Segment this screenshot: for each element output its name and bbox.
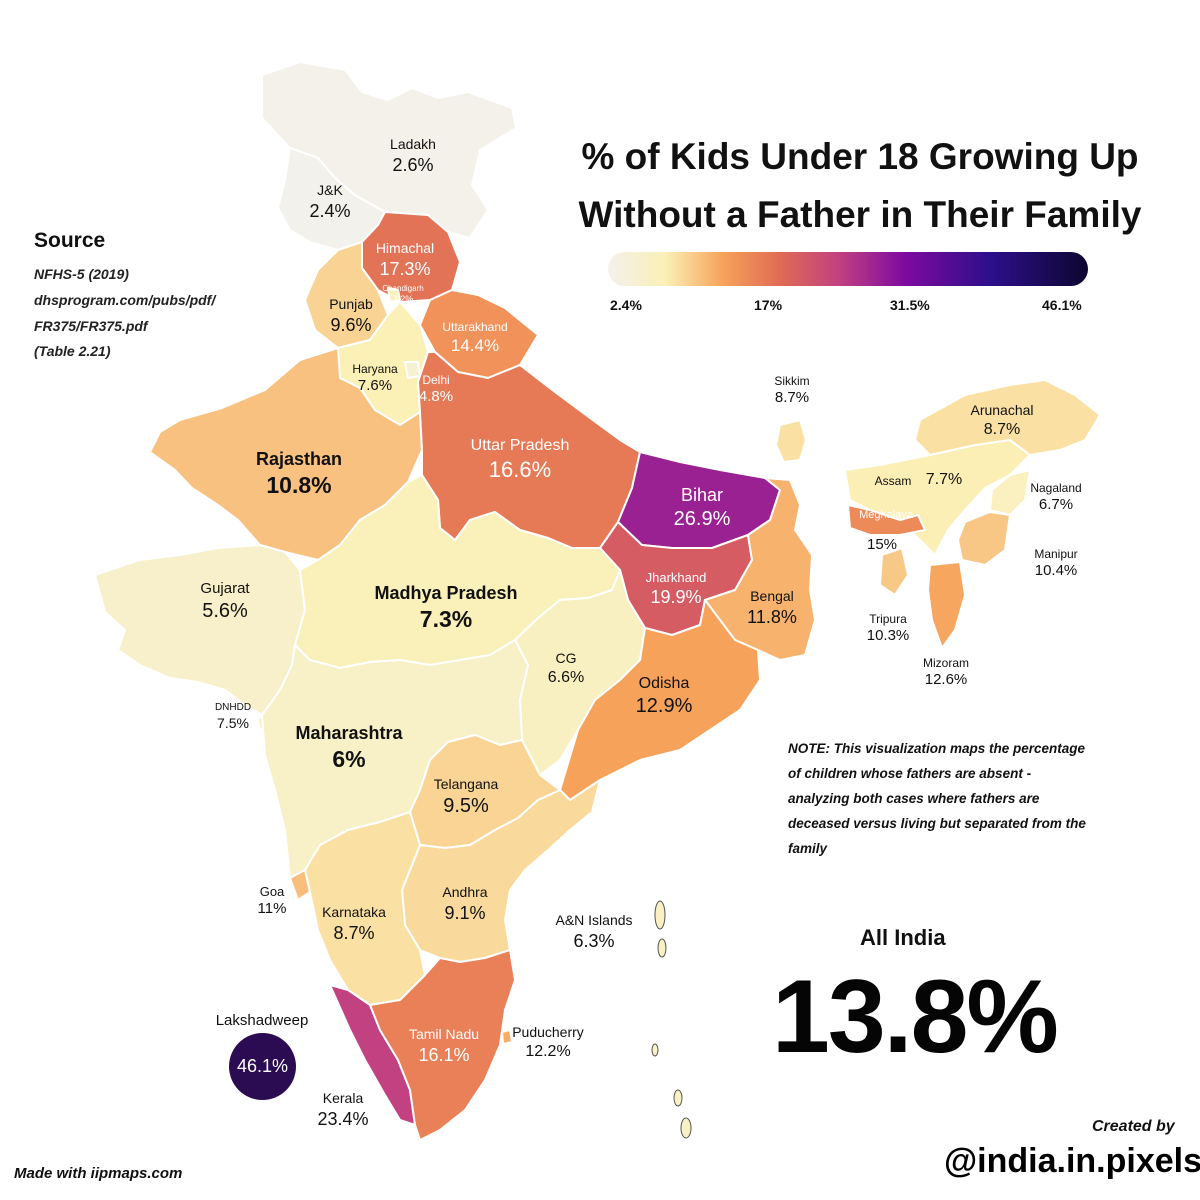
label-madhya-pradesh: Madhya Pradesh 7.3%	[374, 583, 518, 632]
label-kerala: Kerala 23.4%	[317, 1090, 369, 1129]
label-delhi: Delhi 4.8%	[418, 373, 454, 405]
title-line-2: Without a Father in Their Family	[578, 194, 1142, 235]
label-haryana: Haryana 7.6%	[352, 362, 398, 394]
label-gujarat: Gujarat 5.6%	[200, 580, 250, 622]
made-with-credit: Made with iipmaps.com	[14, 1165, 183, 1182]
source-heading: Source	[34, 229, 106, 252]
legend-tick-max: 46.1%	[1042, 297, 1082, 313]
label-bihar: Bihar 26.9%	[673, 485, 731, 530]
label-mizoram: Mizoram 12.6%	[922, 656, 970, 688]
label-nagaland: Nagaland 6.7%	[1030, 481, 1082, 513]
region-odisha	[559, 599, 761, 801]
label-meghalaya: Meghalaya	[859, 509, 913, 521]
source-line-1: NFHS-5 (2019)	[34, 266, 129, 282]
label-himachal: Himachal 17.3%	[375, 240, 435, 279]
label-tripura: Tripura 10.3%	[866, 612, 910, 644]
label-arunachal: Arunachal 8.7%	[970, 402, 1034, 438]
region-chandigarh	[387, 287, 401, 303]
label-uttarakhand: Uttarakhand 14.4%	[442, 320, 508, 355]
legend-tick-3: 31.5%	[890, 297, 930, 313]
color-scale-bar	[608, 252, 1088, 286]
region-tamil_nadu	[369, 949, 516, 1141]
region-mizoram	[927, 561, 966, 649]
label-sikkim: Sikkim 8.7%	[774, 374, 810, 406]
island	[673, 1089, 683, 1107]
region-manipur	[957, 511, 1011, 566]
region-delhi	[404, 361, 421, 379]
chart-title: % of Kids Under 18 Growing Up Without a …	[560, 128, 1160, 244]
title-line-1: % of Kids Under 18 Growing Up	[581, 136, 1139, 177]
island	[651, 1043, 659, 1057]
label-assam: Assam	[874, 474, 912, 488]
label-cg: CG 6.6%	[547, 650, 585, 686]
label-jharkhand: Jharkhand 19.9%	[645, 570, 707, 608]
source-line-4: (Table 2.21)	[34, 343, 111, 359]
lakshadweep-marker: 46.1%	[229, 1033, 296, 1100]
region-tripura	[879, 547, 909, 596]
all-india-label: All India	[860, 925, 946, 950]
region-sikkim	[775, 419, 807, 463]
region-gujarat	[94, 544, 306, 716]
note-text: NOTE: This visualization maps the percen…	[788, 741, 1086, 856]
label-dnhdd: DNHDD 7.5%	[214, 702, 252, 731]
region-karnataka	[304, 811, 426, 1006]
value-assam: 7.7%	[925, 471, 963, 488]
label-andhra: Andhra 9.1%	[442, 884, 488, 923]
source-line-3: FR375/FR375.pdf	[34, 318, 148, 334]
label-maharashtra: Maharashtra 6%	[295, 723, 403, 772]
label-puducherry: Puducherry 12.2%	[512, 1024, 584, 1060]
label-an-islands: A&N Islands 6.3%	[555, 912, 633, 951]
label-telangana: Telangana 9.5%	[433, 776, 499, 817]
label-manipur: Manipur 10.4%	[1034, 547, 1078, 579]
legend-tick-2: 17%	[754, 297, 783, 313]
label-ladakh: Ladakh 2.6%	[390, 136, 436, 175]
region-puducherry	[501, 1029, 513, 1045]
all-india-value: 13.8%	[772, 959, 1059, 1075]
created-by-label: Created by	[1092, 1118, 1175, 1135]
label-bengal: Bengal 11.8%	[747, 588, 797, 627]
region-bengal	[704, 477, 816, 661]
region-meghalaya	[847, 504, 926, 536]
legend-tick-min: 2.4%	[610, 297, 642, 313]
label-chandigarh: Chandigarh 7.2%	[382, 284, 424, 304]
island	[680, 1117, 692, 1139]
island	[654, 900, 666, 930]
label-karnataka: Karnataka 8.7%	[322, 904, 386, 943]
value-meghalaya: 15%	[866, 536, 898, 553]
label-punjab: Punjab 9.6%	[329, 296, 373, 335]
region-arunachal	[914, 379, 1101, 456]
label-odisha: Odisha 12.9%	[635, 675, 693, 717]
an-islands-shapes	[651, 900, 692, 1139]
island	[657, 938, 667, 958]
source-line-2: dhsprogram.com/pubs/pdf/	[34, 292, 216, 308]
author-handle: @india.in.pixels	[944, 1142, 1200, 1180]
label-rajasthan: Rajasthan 10.8%	[255, 449, 343, 498]
label-tamil-nadu: Tamil Nadu 16.1%	[408, 1026, 480, 1065]
label-uttar-pradesh: Uttar Pradesh 16.6%	[470, 437, 570, 482]
label-jk: J&K 2.4%	[309, 182, 351, 221]
label-goa: Goa 11%	[257, 884, 287, 918]
label-lakshadweep: Lakshadweep	[215, 1012, 309, 1029]
